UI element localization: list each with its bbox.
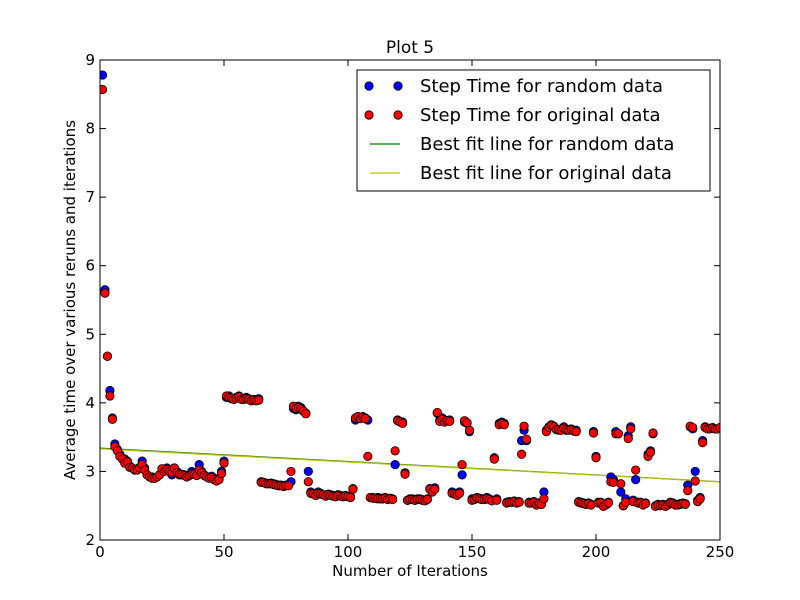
- data-point: [457, 459, 467, 470]
- y-tick-label: 5: [85, 325, 95, 343]
- x-tick-label: 250: [706, 543, 735, 561]
- data-point: [400, 469, 410, 479]
- y-tick-label: 3: [85, 462, 95, 480]
- data-point: [216, 468, 227, 479]
- data-point: [397, 418, 408, 429]
- data-point: [360, 414, 370, 424]
- data-point: [516, 449, 527, 459]
- data-point: [603, 498, 614, 508]
- data-point: [519, 421, 529, 431]
- data-point: [690, 476, 700, 486]
- legend-label: Best fit line for original data: [420, 163, 672, 184]
- data-point: [514, 497, 524, 507]
- data-point: [454, 488, 465, 498]
- y-axis-label: Average time over various reruns and ite…: [61, 120, 79, 480]
- legend-label: Best fit line for random data: [420, 134, 674, 155]
- legend-marker: [364, 110, 374, 120]
- data-point: [645, 447, 656, 457]
- x-tick-label: 0: [95, 543, 105, 561]
- data-point: [107, 414, 118, 424]
- data-point: [588, 428, 599, 438]
- data-point: [616, 479, 626, 489]
- data-point: [683, 486, 693, 496]
- y-tick-label: 9: [85, 51, 95, 69]
- data-point: [390, 459, 400, 470]
- x-axis-label: Number of Iterations: [332, 562, 488, 580]
- data-point: [100, 288, 110, 298]
- fit-lines: [100, 447, 720, 483]
- x-tick-label: 50: [214, 543, 233, 561]
- legend-marker: [393, 81, 403, 91]
- plot-frame: [99, 59, 721, 541]
- data-point: [613, 429, 623, 439]
- data-point: [688, 422, 698, 433]
- data-point: [489, 454, 499, 464]
- y-tick-label: 4: [85, 394, 95, 412]
- data-point: [100, 70, 108, 80]
- data-point: [499, 420, 509, 430]
- y-tick-label: 8: [85, 120, 95, 138]
- data-point: [623, 433, 633, 444]
- y-tick-label: 6: [85, 257, 95, 275]
- data-points: [100, 70, 720, 511]
- y-tick-label: 2: [85, 531, 95, 549]
- data-point: [626, 424, 636, 434]
- data-point: [301, 409, 311, 419]
- data-point: [690, 466, 700, 477]
- data-point: [640, 499, 651, 509]
- data-point: [254, 395, 264, 405]
- legend-box: [356, 69, 711, 192]
- x-axis-ticks: 0 50 100 150 200 250: [95, 60, 734, 561]
- legend: Step Time for random data Step Time for o…: [356, 69, 711, 192]
- chart-title: Plot 5: [386, 38, 434, 58]
- data-point: [432, 407, 442, 418]
- data-point: [363, 451, 373, 461]
- data-point: [608, 477, 618, 487]
- data-point: [591, 453, 601, 463]
- data-point: [631, 475, 641, 485]
- y-axis-ticks: 2 3 4 5 6 7 8 9: [85, 51, 720, 549]
- data-point: [430, 484, 440, 494]
- data-point: [388, 494, 398, 505]
- data-point: [303, 477, 313, 487]
- data-point: [102, 351, 113, 361]
- data-point: [462, 418, 472, 428]
- data-point: [100, 84, 108, 95]
- legend-marker: [393, 110, 403, 120]
- data-point: [286, 466, 296, 477]
- data-point: [390, 446, 400, 456]
- data-point: [648, 428, 658, 438]
- data-point: [105, 391, 115, 401]
- data-point: [695, 494, 705, 504]
- data-point: [445, 416, 455, 426]
- data-point: [539, 494, 549, 504]
- best-fit-line: [100, 448, 720, 483]
- legend-label: Step Time for original data: [420, 105, 661, 126]
- data-point: [492, 495, 502, 505]
- data-point: [680, 499, 690, 509]
- data-point: [457, 470, 467, 480]
- data-point: [698, 438, 708, 448]
- y-tick-label: 7: [85, 188, 95, 206]
- data-point: [348, 484, 358, 494]
- data-point: [283, 481, 294, 491]
- data-point: [422, 494, 432, 505]
- x-tick-label: 100: [334, 543, 363, 561]
- data-point: [303, 466, 313, 477]
- data-point: [219, 458, 229, 468]
- data-point: [345, 492, 356, 503]
- data-point: [631, 465, 641, 475]
- data-point: [571, 427, 581, 437]
- x-tick-label: 150: [458, 543, 487, 561]
- legend-label: Step Time for random data: [420, 76, 663, 97]
- data-point: [464, 425, 475, 435]
- legend-marker: [364, 81, 374, 91]
- x-tick-label: 200: [582, 543, 611, 561]
- data-point: [521, 434, 532, 444]
